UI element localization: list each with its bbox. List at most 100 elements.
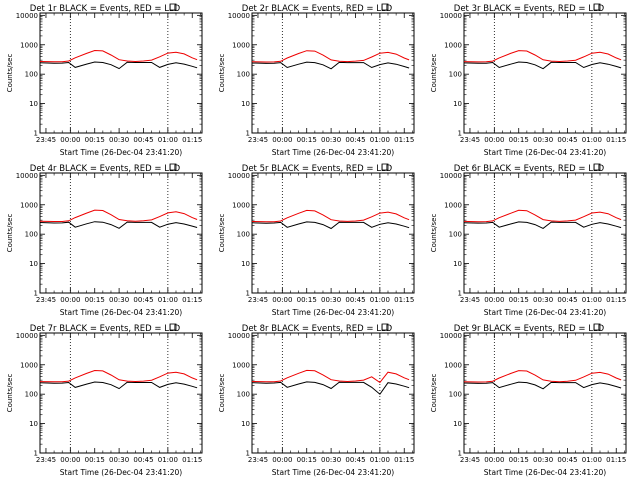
- x-tick-label: 01:00: [370, 296, 390, 304]
- x-tick-label: 23:45: [248, 456, 268, 464]
- panel-title: Det 4r BLACK = Events, RED = LLD: [30, 164, 181, 174]
- x-tick-label: 00:00: [272, 456, 292, 464]
- y-tick-label: 1000: [20, 41, 38, 49]
- y-tick-label: 10: [453, 260, 462, 268]
- y-tick-label: 10: [29, 100, 38, 108]
- x-tick-label: 00:45: [133, 136, 153, 144]
- x-tick-label: 01:00: [158, 136, 178, 144]
- x-tick-label: 00:45: [133, 456, 153, 464]
- x-tick-label: 00:15: [509, 456, 529, 464]
- x-tick-label: 00:00: [60, 456, 80, 464]
- x-tick-label: 00:45: [133, 296, 153, 304]
- x-tick-label: 23:45: [460, 296, 480, 304]
- x-tick-label: 00:15: [297, 296, 317, 304]
- x-tick-label: 01:15: [394, 456, 414, 464]
- x-tick-label: 01:15: [394, 136, 414, 144]
- y-tick-label: 1000: [232, 361, 250, 369]
- y-axis-label: Counts/sec: [218, 374, 226, 413]
- series-lld-line: [251, 209, 410, 223]
- y-tick-label: 1000: [444, 201, 462, 209]
- x-tick-label: 00:45: [557, 296, 577, 304]
- series-lld-line: [463, 50, 622, 63]
- x-tick-label: 23:45: [248, 296, 268, 304]
- y-tick-label: 1000: [20, 361, 38, 369]
- plot-frame: [251, 332, 415, 454]
- detector-panel-9: Det 9r BLACK = Events, RED = LLD 1 10 100 10…: [430, 323, 627, 477]
- y-axis-label: Counts/sec: [430, 214, 438, 253]
- y-tick-label: 100: [237, 391, 250, 399]
- x-tick-label: 01:15: [182, 456, 202, 464]
- plot-frame: [39, 12, 203, 134]
- x-tick-label: 01:00: [370, 456, 390, 464]
- x-tick-label: 23:45: [460, 456, 480, 464]
- x-tick-label: 00:00: [60, 136, 80, 144]
- y-tick-label: 10000: [228, 12, 250, 20]
- corner-box: [381, 163, 389, 171]
- corner-box: [381, 3, 389, 11]
- series-events-line: [463, 61, 622, 70]
- series-events-line: [251, 381, 410, 395]
- y-tick-label: 100: [237, 71, 250, 79]
- x-tick-label: 00:00: [484, 136, 504, 144]
- detector-panel-6: Det 6r BLACK = Events, RED = LLD 1 10 100 10…: [430, 163, 627, 317]
- y-tick-label: 1: [246, 130, 250, 138]
- series-events-line: [463, 221, 622, 229]
- y-axis-label: Counts/sec: [6, 54, 14, 93]
- x-tick-label: 00:15: [85, 296, 105, 304]
- corner-box: [381, 323, 389, 331]
- series-events-line: [463, 381, 622, 390]
- y-tick-label: 100: [25, 231, 38, 239]
- y-tick-label: 1000: [20, 201, 38, 209]
- x-tick-label: 00:45: [557, 456, 577, 464]
- x-tick-label: 01:15: [182, 296, 202, 304]
- x-axis-label: Start Time (26-Dec-04 23:41:20): [484, 148, 606, 157]
- x-tick-label: 00:00: [272, 136, 292, 144]
- y-tick-label: 1: [34, 130, 38, 138]
- y-tick-label: 10000: [440, 172, 462, 180]
- plot-frame: [39, 172, 203, 294]
- x-tick-label: 23:45: [36, 456, 56, 464]
- x-tick-label: 00:30: [321, 296, 341, 304]
- y-tick-label: 1: [34, 450, 38, 458]
- series-events-line: [39, 61, 198, 70]
- x-tick-label: 23:45: [460, 136, 480, 144]
- y-axis-label: Counts/sec: [430, 374, 438, 413]
- y-tick-label: 10: [241, 100, 250, 108]
- x-tick-label: 01:00: [158, 296, 178, 304]
- x-tick-label: 00:30: [321, 136, 341, 144]
- y-tick-label: 1000: [444, 361, 462, 369]
- x-axis-label: Start Time (26-Dec-04 23:41:20): [272, 308, 394, 317]
- y-tick-label: 100: [25, 391, 38, 399]
- x-tick-label: 01:15: [394, 296, 414, 304]
- y-tick-label: 1: [458, 450, 462, 458]
- y-tick-label: 100: [25, 71, 38, 79]
- y-tick-label: 1: [246, 450, 250, 458]
- series-lld-line: [39, 369, 198, 383]
- y-axis-label: Counts/sec: [6, 214, 14, 253]
- x-tick-label: 00:30: [109, 136, 129, 144]
- corner-box: [169, 163, 177, 171]
- series-lld-line: [463, 209, 622, 223]
- series-lld-line: [463, 370, 622, 383]
- x-axis-label: Start Time (26-Dec-04 23:41:20): [484, 468, 606, 477]
- detector-panel-2: Det 2r BLACK = Events, RED = LLD 1 10 100 10…: [218, 3, 415, 157]
- y-tick-label: 10000: [16, 12, 38, 20]
- x-tick-label: 00:15: [509, 136, 529, 144]
- panel-title: Det 6r BLACK = Events, RED = LLD: [454, 164, 605, 174]
- y-tick-label: 10000: [228, 332, 250, 340]
- x-axis-label: Start Time (26-Dec-04 23:41:20): [60, 148, 182, 157]
- x-axis-label: Start Time (26-Dec-04 23:41:20): [484, 308, 606, 317]
- detector-panel-3: Det 3r BLACK = Events, RED = LLD 1 10 100 10…: [430, 3, 627, 157]
- x-tick-label: 00:15: [85, 456, 105, 464]
- x-tick-label: 23:45: [36, 296, 56, 304]
- y-tick-label: 10000: [228, 172, 250, 180]
- x-axis-label: Start Time (26-Dec-04 23:41:20): [60, 468, 182, 477]
- series-lld-line: [39, 49, 198, 63]
- y-tick-label: 10000: [440, 332, 462, 340]
- series-lld-line: [39, 209, 198, 222]
- y-tick-label: 1: [246, 290, 250, 298]
- panel-title: Det 2r BLACK = Events, RED = LLD: [242, 4, 393, 14]
- y-tick-label: 10: [241, 260, 250, 268]
- panel-title: Det 5r BLACK = Events, RED = LLD: [242, 164, 393, 174]
